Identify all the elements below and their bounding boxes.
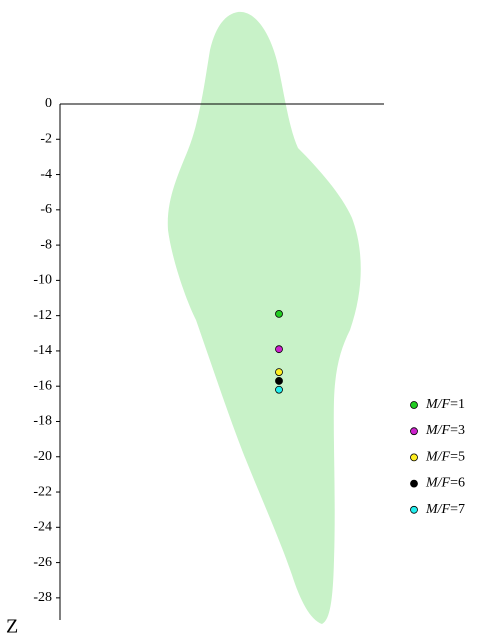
y-tick-label: -16 (33, 378, 52, 393)
y-tick-label: -6 (40, 202, 52, 217)
legend-marker (410, 479, 418, 488)
y-tick-label: -24 (33, 520, 52, 535)
y-tick-label: -18 (33, 414, 52, 429)
body-shape (167, 11, 361, 625)
legend-marker (410, 453, 418, 462)
y-tick-label: -10 (33, 273, 52, 288)
legend-marker (410, 427, 418, 436)
legend-label: M/F=5 (425, 450, 465, 465)
y-tick-label: -20 (33, 449, 52, 464)
point (275, 385, 283, 394)
point (275, 345, 283, 354)
y-tick-label: -28 (33, 590, 52, 605)
y-tick-label: -4 (40, 167, 52, 182)
point (275, 309, 283, 318)
point (275, 368, 283, 376)
legend-marker (410, 401, 418, 409)
point (275, 377, 283, 385)
legend-label: M/F=7 (425, 502, 465, 517)
y-tick-label: -2 (40, 131, 52, 146)
legend-marker (410, 505, 418, 514)
y-tick-label: -12 (33, 308, 52, 323)
legend-label: M/F=1 (425, 397, 465, 412)
y-tick-label: -26 (33, 555, 52, 570)
legend-label: M/F=3 (425, 423, 465, 438)
y-tick-label: -22 (33, 484, 52, 499)
y-tick-label: -14 (33, 343, 52, 358)
y-tick-label: -8 (40, 237, 52, 252)
legend-label: M/F=6 (425, 476, 465, 491)
y-axis-label: Z (6, 616, 18, 638)
y-tick-label: 0 (45, 96, 52, 111)
